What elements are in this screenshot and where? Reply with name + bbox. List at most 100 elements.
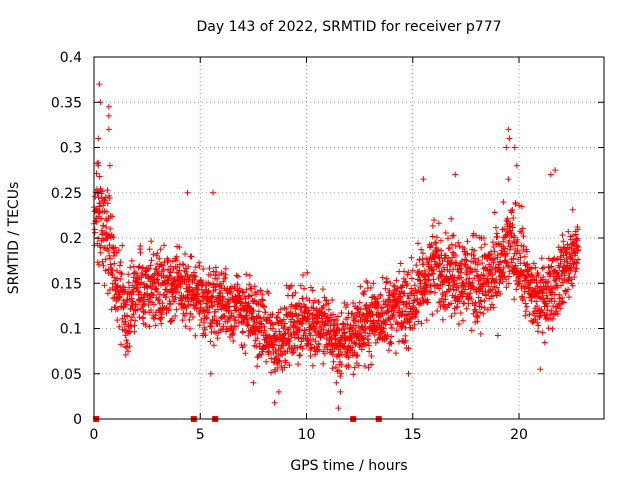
data-point [251, 283, 258, 290]
x-tick-label: 0 [90, 427, 99, 443]
data-point [454, 303, 461, 310]
data-point [226, 303, 233, 310]
data-point [288, 316, 295, 323]
data-point [132, 317, 139, 324]
data-point [184, 189, 191, 196]
data-point [258, 351, 265, 358]
data-point [356, 299, 363, 306]
data-point [504, 250, 511, 257]
data-point [350, 371, 357, 378]
data-point [137, 249, 144, 256]
data-point [131, 322, 138, 329]
data-point [213, 317, 220, 324]
data-point [158, 320, 165, 327]
data-point [259, 297, 266, 304]
data-point [572, 268, 579, 275]
data-point [240, 289, 247, 296]
data-point [157, 316, 164, 323]
data-point [389, 324, 396, 331]
data-point [107, 255, 114, 262]
data-point [387, 279, 394, 286]
data-point [329, 297, 336, 304]
x-tick-label: 5 [196, 427, 205, 443]
data-point [155, 296, 162, 303]
data-point [520, 243, 527, 250]
data-point [448, 313, 455, 320]
data-point [258, 329, 265, 336]
data-point [361, 362, 368, 369]
data-point [116, 323, 123, 330]
data-point [279, 351, 286, 358]
data-point [573, 236, 580, 243]
data-point [507, 243, 514, 250]
data-point [248, 285, 255, 292]
data-point [432, 239, 439, 246]
data-point [335, 405, 342, 412]
data-point [539, 265, 546, 272]
data-point [191, 276, 198, 283]
data-point [286, 338, 293, 345]
data-point [513, 162, 520, 169]
data-point [442, 229, 449, 236]
data-point [259, 291, 266, 298]
data-point [567, 267, 574, 274]
data-point [311, 297, 318, 304]
data-point [295, 361, 302, 368]
data-point [523, 303, 530, 310]
data-point [430, 266, 437, 273]
data-point [351, 317, 358, 324]
data-point [474, 312, 481, 319]
data-point [173, 306, 180, 313]
data-point [449, 254, 456, 261]
data-point [233, 272, 240, 279]
data-point [312, 338, 319, 345]
data-point [319, 286, 326, 293]
data-point [450, 232, 457, 239]
data-point [124, 340, 131, 347]
x-tick-label: 20 [510, 427, 528, 443]
data-point [420, 176, 427, 183]
data-point [282, 359, 289, 366]
data-point [537, 308, 544, 315]
data-point [286, 285, 293, 292]
data-point [501, 273, 508, 279]
data-point [365, 364, 372, 371]
data-point [280, 341, 287, 348]
data-point [310, 305, 317, 312]
data-point [365, 342, 372, 349]
data-point [553, 308, 560, 315]
data-point [424, 276, 431, 283]
data-point [255, 308, 262, 315]
data-point [491, 283, 498, 290]
data-point [281, 324, 288, 331]
data-point [473, 232, 480, 239]
data-point [355, 362, 362, 369]
data-point [192, 264, 199, 271]
data-point [574, 235, 581, 242]
data-point [307, 347, 314, 354]
data-point [155, 271, 162, 278]
data-point [125, 279, 132, 286]
data-point [321, 332, 328, 339]
data-point [214, 275, 221, 282]
data-point [413, 290, 420, 296]
data-point [153, 266, 160, 273]
x-tick-label: 15 [404, 427, 422, 443]
data-point [234, 281, 241, 288]
data-point [327, 314, 334, 321]
data-point [390, 311, 397, 318]
data-point [393, 327, 400, 334]
data-point [503, 276, 510, 283]
data-point [210, 189, 216, 196]
data-point [434, 282, 441, 289]
data-point [513, 286, 520, 293]
data-point [227, 290, 234, 297]
data-point [312, 351, 319, 358]
data-point [560, 299, 567, 306]
data-point [105, 126, 112, 133]
data-point [402, 308, 409, 315]
data-point [344, 301, 351, 308]
data-point [250, 379, 257, 386]
data-point [208, 293, 215, 300]
data-point [148, 238, 155, 245]
